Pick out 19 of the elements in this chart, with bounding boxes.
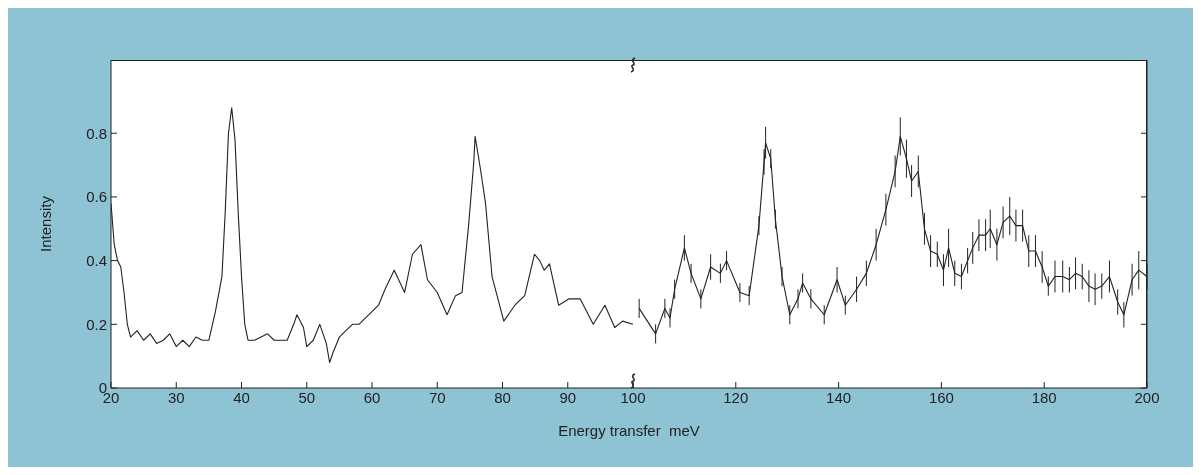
y-tick-label: 0.8	[86, 124, 107, 142]
x-tick-label: 100	[620, 388, 646, 406]
x-tick-label: 30	[167, 388, 185, 406]
x-tick-label: 140	[826, 388, 852, 406]
x-tick-label: 160	[928, 388, 954, 406]
x-tick-label: 120	[723, 388, 749, 406]
x-tick-label: 70	[428, 388, 446, 406]
y-axis-title: Intensity	[37, 195, 55, 252]
x-tick-label: 200	[1134, 388, 1160, 406]
y-tick-label: 0.4	[86, 251, 107, 269]
x-tick-label: 90	[559, 388, 577, 406]
x-tick-label: 80	[494, 388, 511, 406]
y-tick-label: 0.2	[86, 315, 107, 333]
x-axis-title: Energy transfer meV	[557, 422, 701, 439]
x-tick-label: 50	[298, 388, 316, 406]
y-tick-label: 0.6	[86, 188, 107, 206]
x-tick-label: 180	[1031, 388, 1057, 406]
x-tick-label: 60	[363, 388, 381, 406]
x-tick-label: 40	[233, 388, 250, 406]
